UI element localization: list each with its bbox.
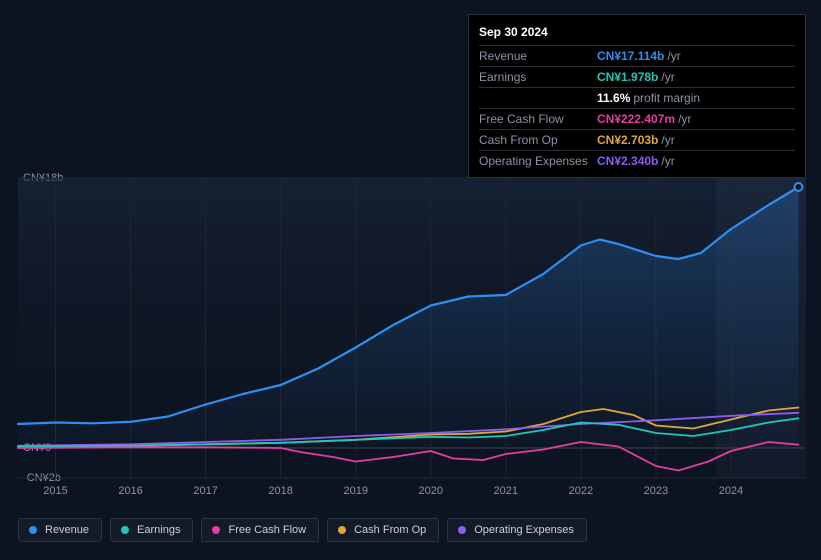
tooltip-row: RevenueCN¥17.114b/yr	[479, 45, 795, 66]
legend-label: Operating Expenses	[474, 524, 574, 536]
x-axis-label: 2023	[644, 485, 668, 497]
tooltip-label: Revenue	[479, 49, 597, 63]
tooltip-row: 11.6%profit margin	[479, 87, 795, 108]
legend-dot-icon	[121, 526, 129, 534]
x-axis-label: 2015	[43, 485, 67, 497]
tooltip-date: Sep 30 2024	[479, 21, 795, 45]
tooltip-label: Operating Expenses	[479, 154, 597, 168]
x-axis-label: 2022	[569, 485, 593, 497]
legend-item[interactable]: Operating Expenses	[447, 518, 587, 542]
legend-label: Free Cash Flow	[228, 524, 306, 536]
tooltip-row: Cash From OpCN¥2.703b/yr	[479, 129, 795, 150]
tooltip-label: Cash From Op	[479, 133, 597, 147]
tooltip-value: CN¥2.340b/yr	[597, 154, 675, 168]
legend-dot-icon	[338, 526, 346, 534]
chart-legend: Revenue Earnings Free Cash Flow Cash From O…	[18, 518, 587, 542]
legend-label: Cash From Op	[354, 524, 426, 536]
tooltip-value: CN¥17.114b/yr	[597, 49, 681, 63]
tooltip-row: Operating ExpensesCN¥2.340b/yr	[479, 150, 795, 171]
legend-dot-icon	[212, 526, 220, 534]
legend-item[interactable]: Earnings	[110, 518, 193, 542]
tooltip-row: Free Cash FlowCN¥222.407m/yr	[479, 108, 795, 129]
chart-tooltip: Sep 30 2024 RevenueCN¥17.114b/yrEarnings…	[468, 14, 806, 178]
x-axis-label: 2021	[494, 485, 518, 497]
tooltip-label: Free Cash Flow	[479, 112, 597, 126]
legend-label: Earnings	[137, 524, 180, 536]
legend-item[interactable]: Cash From Op	[327, 518, 439, 542]
x-axis-label: 2017	[193, 485, 217, 497]
tooltip-value: 11.6%profit margin	[597, 91, 700, 105]
legend-label: Revenue	[45, 524, 89, 536]
tooltip-value: CN¥1.978b/yr	[597, 70, 675, 84]
legend-item[interactable]: Revenue	[18, 518, 102, 542]
legend-dot-icon	[29, 526, 37, 534]
legend-item[interactable]: Free Cash Flow	[201, 518, 319, 542]
tooltip-label: Earnings	[479, 70, 597, 84]
tooltip-row: EarningsCN¥1.978b/yr	[479, 66, 795, 87]
x-axis-label: 2020	[419, 485, 443, 497]
legend-dot-icon	[458, 526, 466, 534]
x-axis-label: 2018	[268, 485, 292, 497]
x-axis-label: 2019	[343, 485, 367, 497]
x-axis-labels: 2015 2016 2017 2018 2019 2020 2021 2022 2023 2024	[18, 485, 806, 505]
tooltip-value: CN¥222.407m/yr	[597, 112, 691, 126]
tooltip-value: CN¥2.703b/yr	[597, 133, 675, 147]
x-axis-label: 2016	[118, 485, 142, 497]
tooltip-label	[479, 91, 597, 105]
line-chart	[18, 178, 806, 478]
x-axis-label: 2024	[719, 485, 743, 497]
